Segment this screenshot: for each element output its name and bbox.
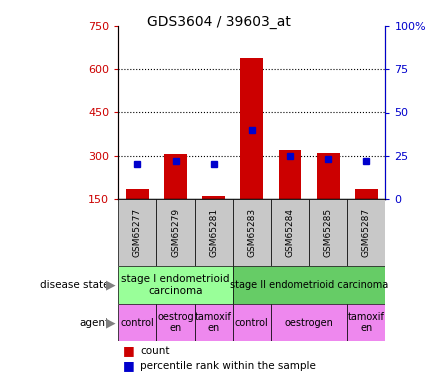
Text: GSM65277: GSM65277 [133, 208, 142, 257]
Text: count: count [140, 346, 170, 355]
Text: GSM65281: GSM65281 [209, 208, 218, 257]
Text: percentile rank within the sample: percentile rank within the sample [140, 361, 316, 370]
Bar [118, 304, 156, 341]
Text: control: control [120, 318, 154, 327]
Bar [233, 304, 271, 341]
Bar [164, 154, 187, 199]
Text: GSM65284: GSM65284 [286, 208, 294, 257]
Text: oestrogen: oestrogen [285, 318, 334, 327]
Bar [202, 196, 225, 199]
Bar [156, 304, 194, 341]
Text: disease state: disease state [40, 280, 110, 290]
Bar [347, 199, 385, 266]
Bar [271, 199, 309, 266]
Text: agent: agent [79, 318, 110, 327]
Text: ■: ■ [123, 344, 134, 357]
Text: ■: ■ [123, 359, 134, 372]
Bar [240, 58, 263, 199]
Bar [118, 199, 156, 266]
Text: GDS3604 / 39603_at: GDS3604 / 39603_at [147, 15, 291, 29]
Bar [317, 153, 339, 199]
Text: tamoxif
en: tamoxif en [195, 312, 232, 333]
Bar [347, 304, 385, 341]
Text: ▶: ▶ [106, 279, 116, 291]
Bar [279, 150, 301, 199]
Bar [355, 189, 378, 199]
Bar [126, 189, 149, 199]
Text: GSM65279: GSM65279 [171, 208, 180, 257]
Text: oestrog
en: oestrog en [157, 312, 194, 333]
Text: tamoxif
en: tamoxif en [348, 312, 385, 333]
Bar [309, 199, 347, 266]
Text: GSM65285: GSM65285 [324, 208, 333, 257]
Text: ▶: ▶ [106, 316, 116, 329]
Bar [194, 304, 233, 341]
Bar [271, 304, 347, 341]
Text: GSM65287: GSM65287 [362, 208, 371, 257]
Bar [118, 266, 233, 304]
Text: stage II endometrioid carcinoma: stage II endometrioid carcinoma [230, 280, 388, 290]
Bar [156, 199, 194, 266]
Bar [233, 199, 271, 266]
Text: GSM65283: GSM65283 [247, 208, 256, 257]
Bar [194, 199, 233, 266]
Text: control: control [235, 318, 269, 327]
Bar [233, 266, 385, 304]
Text: stage I endometrioid
carcinoma: stage I endometrioid carcinoma [121, 274, 230, 296]
